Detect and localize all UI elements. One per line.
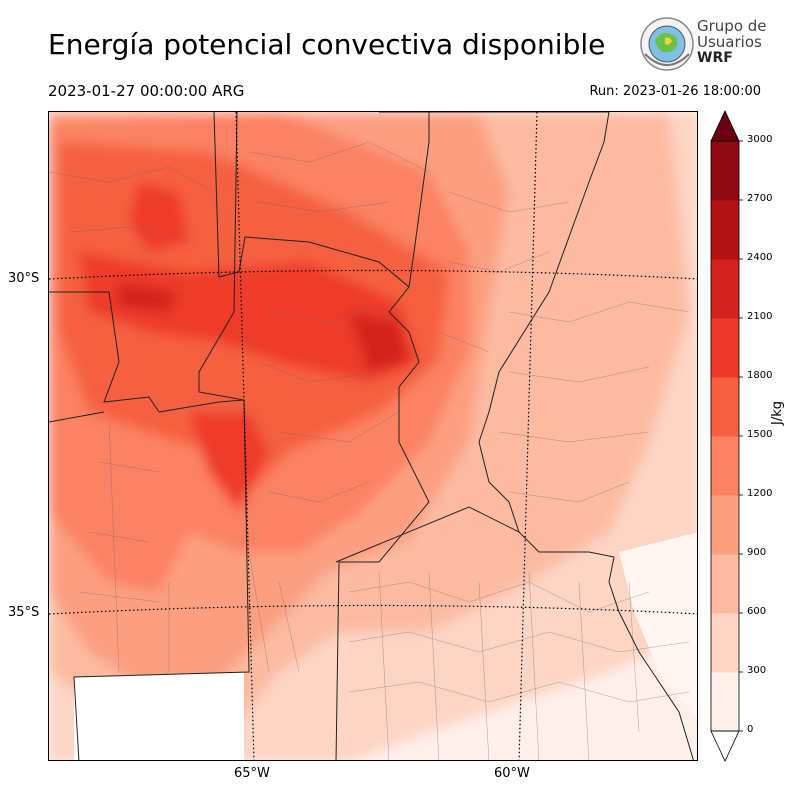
- colorbar-tick-label: 300: [747, 665, 767, 676]
- colorbar-tick-label: 1500: [747, 429, 773, 440]
- cape-map-svg: [49, 112, 697, 760]
- colorbar: [710, 110, 743, 762]
- nodata-area: [74, 672, 244, 760]
- logo-line-2: Usuarios: [697, 33, 762, 51]
- lon-label-65w: 65°W: [234, 766, 270, 781]
- colorbar-band: [711, 259, 739, 319]
- colorbar-tick-label: 3000: [747, 134, 773, 145]
- cape-map: [48, 111, 698, 761]
- logo-line-3: WRF: [697, 50, 733, 66]
- colorbar-band: [711, 141, 739, 201]
- colorbar-extend-max: [710, 110, 740, 142]
- colorbar-extend-min: [710, 730, 740, 762]
- colorbar-band: [711, 377, 739, 437]
- graticule: [49, 112, 697, 760]
- run-time: Run: 2023-01-26 18:00:00: [589, 84, 761, 99]
- province-boundaries: [49, 112, 615, 760]
- colorbar-tick-label: 2400: [747, 252, 773, 263]
- department-boundaries: [49, 141, 690, 760]
- colorbar-tick-label: 900: [747, 547, 767, 558]
- colorbar-band: [711, 554, 739, 614]
- colorbar-unit: J/kg: [770, 401, 785, 425]
- lon-label-60w: 60°W: [494, 766, 530, 781]
- wrf-globe-logo-icon: [640, 17, 694, 71]
- logo-line-1: Grupo de: [697, 17, 767, 35]
- wrf-logo: Grupo de Usuarios WRF: [639, 16, 769, 72]
- colorbar-tick-label: 0: [747, 724, 754, 735]
- colorbar-tick-label: 1800: [747, 370, 773, 381]
- coastline: [608, 556, 694, 760]
- lat-label-35s: 35°S: [8, 605, 40, 620]
- parallel-35s: [49, 604, 697, 615]
- colorbar-tick-label: 2700: [747, 193, 773, 204]
- colorbar-ticks: [739, 140, 743, 732]
- colorbar-band: [711, 436, 739, 496]
- parallel-30s: [49, 269, 697, 280]
- cape-field: [49, 112, 697, 760]
- lat-label-30s: 30°S: [8, 271, 40, 286]
- ocean-area: [619, 532, 697, 720]
- colorbar-band: [711, 495, 739, 555]
- colorbar-band: [711, 672, 739, 732]
- colorbar-bands: [711, 141, 739, 732]
- valid-time: 2023-01-27 00:00:00 ARG: [48, 82, 245, 100]
- colorbar-band: [711, 318, 739, 378]
- colorbar-tick-label: 2100: [747, 311, 773, 322]
- meridian-60w: [518, 112, 538, 760]
- page-title: Energía potencial convectiva disponible: [48, 28, 606, 61]
- colorbar-tick-label: 600: [747, 606, 767, 617]
- meridian-65w: [235, 112, 255, 760]
- colorbar-band: [711, 200, 739, 260]
- colorbar-band: [711, 613, 739, 673]
- colorbar-tick-label: 1200: [747, 488, 773, 499]
